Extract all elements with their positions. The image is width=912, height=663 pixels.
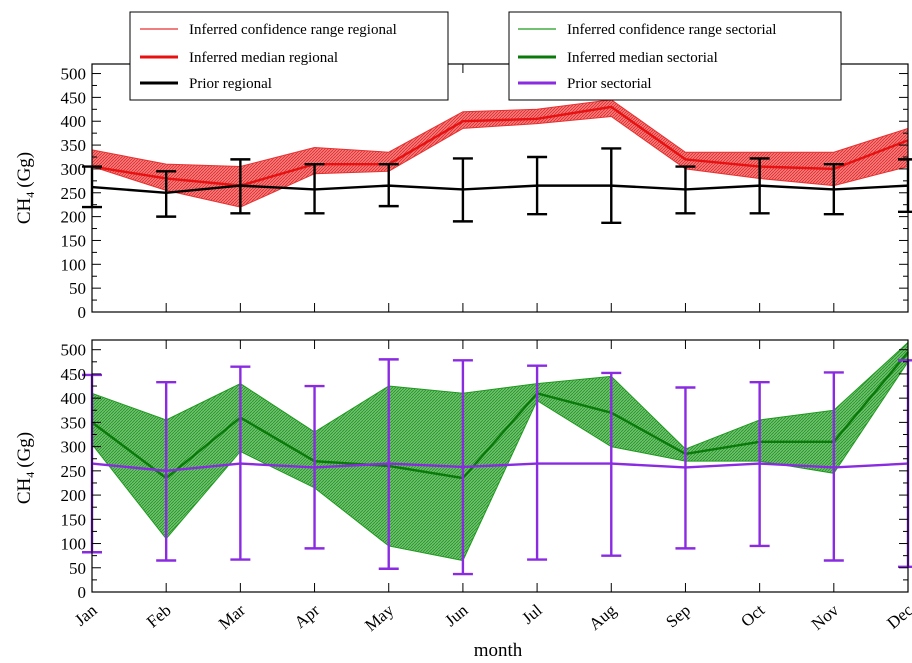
top-ytick-label-500: 500 [61, 65, 87, 84]
bottom-y-axis-title: CH4(Gg) [14, 432, 37, 504]
top-errorbar-may [378, 162, 399, 208]
top-y-axis-title: CH4(Gg) [14, 152, 37, 224]
bottom-ytick-label-50: 50 [69, 559, 86, 578]
legend-label-median-regional: Inferred median regional [189, 50, 338, 66]
top-errorbar-oct [749, 157, 770, 215]
month-label-jun: Jun [441, 600, 472, 630]
bottom-errorbar-oct [749, 380, 770, 548]
month-label-mar: Mar [215, 600, 249, 633]
legend-label-median-sectorial: Inferred median sectorial [567, 50, 718, 66]
legend-label-confidence-regional: Inferred confidence range regional [189, 22, 397, 38]
bottom-ytick-label-500: 500 [61, 341, 87, 360]
top-errorbar-jun [452, 157, 473, 223]
top-ytick-label-250: 250 [61, 184, 87, 203]
top-ytick-label-400: 400 [61, 112, 87, 131]
bottom-ytick-label-100: 100 [61, 535, 87, 554]
legend-regional-frame [129, 11, 449, 101]
top-panel-regional: 0 50 100 150 200 250 300 350 400 450 500 [61, 63, 912, 322]
top-series-0-line [91, 105, 909, 187]
bottom-plot-frame [91, 339, 909, 593]
top-errorbar-nov [823, 162, 844, 216]
top-confidence-band [91, 99, 909, 208]
bottom-errorbar-nov [823, 371, 844, 562]
top-ytick-label-300: 300 [61, 160, 87, 179]
bottom-ytick-label-300: 300 [61, 438, 87, 457]
top-ytick-label-450: 450 [61, 88, 87, 107]
bottom-errorbar-feb [156, 380, 177, 562]
bottom-series-1-line [91, 462, 909, 473]
top-errorbar-aug [601, 147, 622, 225]
bottom-errorbar-jun [452, 359, 473, 576]
bottom-errorbar-aug [601, 371, 622, 557]
bottom-errorbar-mar [230, 365, 251, 561]
legend-regional: Inferred confidence range regional Infer… [129, 11, 449, 101]
bottom-errorbar-jul [527, 364, 548, 561]
month-label-may: May [361, 600, 397, 635]
month-label-jul: Jul [518, 600, 546, 627]
top-errorbar-apr [304, 162, 325, 215]
top-ytick-label-50: 50 [69, 279, 86, 298]
bottom-ytick-label-400: 400 [61, 389, 87, 408]
bottom-confidence-band [91, 341, 909, 562]
month-label-oct: Oct [737, 600, 768, 631]
bottom-ytick-label-150: 150 [61, 510, 87, 529]
bottom-errorbar-sep [675, 386, 696, 550]
top-series-1-line [91, 184, 909, 194]
top-ytick-label-100: 100 [61, 255, 87, 274]
bottom-series-0-line [91, 351, 909, 480]
top-ytick-label-0: 0 [78, 303, 87, 322]
legend-label-confidence-sectorial: Inferred confidence range sectorial [567, 22, 776, 38]
month-label-jan: Jan [71, 600, 101, 629]
month-label-feb: Feb [143, 601, 175, 632]
month-label-dec: Dec [883, 600, 912, 632]
top-errorbar-mar [230, 158, 251, 215]
bottom-ytick-label-450: 450 [61, 365, 87, 384]
legend-sectorial: Inferred confidence range sectorial Infe… [508, 11, 842, 101]
bottom-errorbar-may [378, 358, 399, 570]
month-label-apr: Apr [291, 600, 324, 632]
bottom-ytick-label-200: 200 [61, 486, 87, 505]
legend-label-prior-regional: Prior regional [189, 76, 272, 92]
top-errorbar-jul [527, 155, 548, 216]
top-ytick-label-150: 150 [61, 231, 87, 250]
bottom-ytick-label-250: 250 [61, 462, 87, 481]
top-plot-frame [91, 63, 909, 313]
legend-label-prior-sectorial: Prior sectorial [567, 76, 652, 92]
bottom-ytick-label-350: 350 [61, 413, 87, 432]
bottom-panel-sectorial: 0 50 100 150 200 250 300 350 400 450 500 Jan Feb Mar A… [61, 339, 912, 635]
x-axis-title: month [474, 640, 523, 661]
bottom-ytick-label-0: 0 [78, 583, 87, 602]
top-ytick-label-350: 350 [61, 136, 87, 155]
top-ytick-label-200: 200 [61, 208, 87, 227]
month-label-sep: Sep [662, 601, 694, 632]
legend-sectorial-frame [508, 11, 842, 101]
top-errorbar-feb [156, 170, 177, 218]
month-label-aug: Aug [585, 600, 620, 634]
month-label-nov: Nov [808, 600, 843, 634]
top-errorbar-sep [675, 165, 696, 215]
bottom-errorbar-apr [304, 384, 325, 550]
